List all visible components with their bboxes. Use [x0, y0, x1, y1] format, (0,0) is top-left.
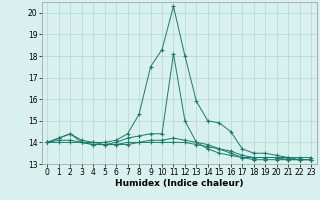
X-axis label: Humidex (Indice chaleur): Humidex (Indice chaleur) [115, 179, 244, 188]
